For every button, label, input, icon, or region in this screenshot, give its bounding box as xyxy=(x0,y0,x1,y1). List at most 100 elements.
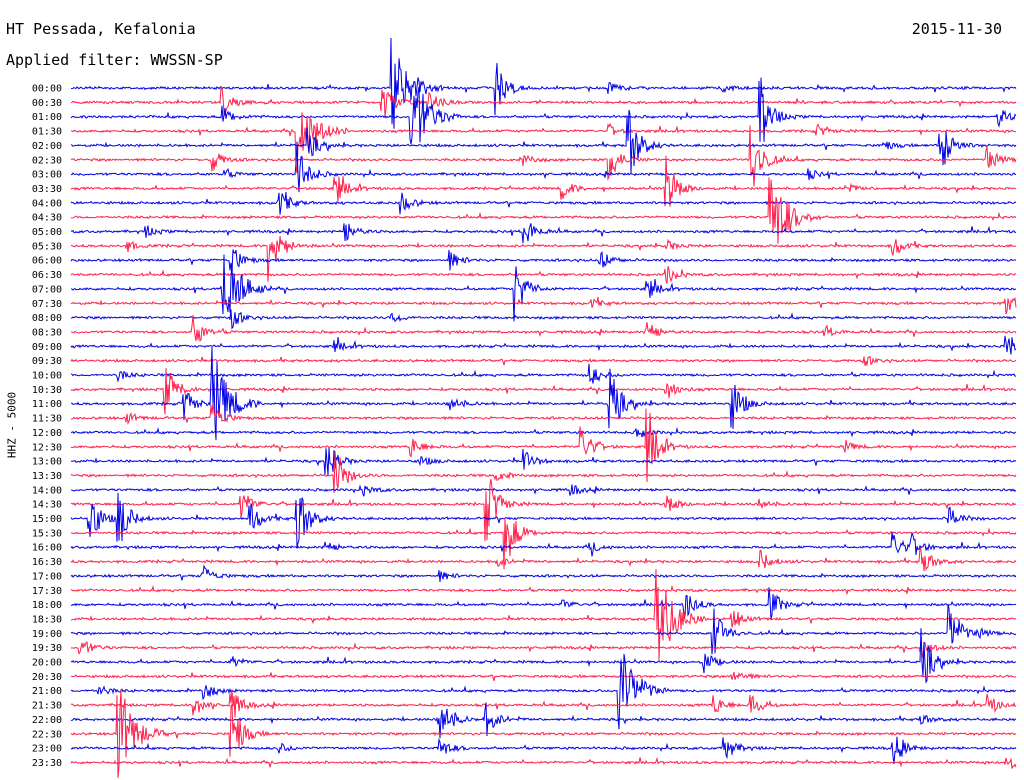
time-tick-labels: 00:00 00:30 01:00 01:30 02:00 02:30 03:00 03:30… xyxy=(32,84,62,769)
time-tick-label: 00:30 xyxy=(32,98,62,109)
time-tick-label: 09:30 xyxy=(32,356,62,367)
trace-line xyxy=(70,584,1017,596)
time-tick-label: 12:30 xyxy=(32,442,62,453)
time-tick-label: 11:00 xyxy=(32,399,62,410)
time-tick-label: 15:30 xyxy=(32,528,62,539)
time-tick-label: 07:30 xyxy=(32,299,62,310)
trace-line xyxy=(70,112,1017,174)
filter-label: Applied filter: WWSSN-SP xyxy=(6,51,223,69)
time-tick-label: 00:00 xyxy=(32,84,62,95)
trace-line xyxy=(70,368,1017,415)
trace-line xyxy=(70,155,1017,207)
trace-line xyxy=(70,296,1017,315)
time-tick-label: 01:00 xyxy=(32,112,62,123)
time-tick-label: 09:00 xyxy=(32,342,62,353)
trace-line xyxy=(70,546,1017,572)
time-tick-label: 06:30 xyxy=(32,270,62,281)
trace-line xyxy=(70,335,1017,355)
time-tick-label: 16:30 xyxy=(32,557,62,568)
trace-line xyxy=(70,254,1017,322)
station-title: HT Pessada, Kefalonia xyxy=(6,20,196,38)
trace-line xyxy=(70,109,1017,174)
trace-line xyxy=(70,564,1017,583)
time-tick-label: 02:30 xyxy=(32,155,62,166)
trace-line xyxy=(70,702,1017,739)
trace-line xyxy=(70,125,1017,187)
time-tick-label: 15:00 xyxy=(32,514,62,525)
trace-line xyxy=(70,736,1017,764)
time-tick-label: 03:00 xyxy=(32,170,62,181)
trace-line xyxy=(70,347,1017,441)
trace-line xyxy=(70,517,1017,570)
trace-line xyxy=(70,628,1017,684)
trace-line xyxy=(70,236,1017,282)
time-tick-label: 22:30 xyxy=(32,729,62,740)
trace-line xyxy=(70,408,1017,483)
time-tick-label: 23:00 xyxy=(32,744,62,755)
time-tick-label: 08:00 xyxy=(32,313,62,324)
time-tick-label: 19:30 xyxy=(32,643,62,654)
trace-line xyxy=(70,569,1017,661)
date-label: 2015-11-30 xyxy=(911,20,1002,38)
time-tick-label: 16:00 xyxy=(32,543,62,554)
time-tick-label: 07:00 xyxy=(32,284,62,295)
time-tick-label: 17:30 xyxy=(32,586,62,597)
trace-line xyxy=(70,640,1017,658)
time-tick-label: 19:00 xyxy=(32,629,62,640)
time-tick-label: 02:00 xyxy=(32,141,62,152)
trace-line xyxy=(70,309,1017,330)
trace-line xyxy=(70,492,1017,548)
trace-line xyxy=(70,604,1017,655)
trace-line xyxy=(70,451,1017,494)
trace-line xyxy=(70,314,1017,342)
trace-line xyxy=(70,531,1017,557)
time-tick-label: 05:30 xyxy=(32,241,62,252)
trace-line xyxy=(70,191,1017,215)
time-tick-label: 23:30 xyxy=(32,758,62,769)
trace-line xyxy=(70,426,1017,438)
time-tick-label: 03:30 xyxy=(32,184,62,195)
time-tick-label: 01:30 xyxy=(32,127,62,138)
time-tick-label: 20:00 xyxy=(32,658,62,669)
trace-line xyxy=(70,448,1017,476)
time-tick-label: 14:30 xyxy=(32,500,62,511)
trace-line xyxy=(70,587,1017,621)
time-tick-label: 10:00 xyxy=(32,371,62,382)
time-tick-label: 08:30 xyxy=(32,327,62,338)
time-tick-label: 18:30 xyxy=(32,614,62,625)
time-tick-label: 05:00 xyxy=(32,227,62,238)
trace-line xyxy=(70,653,1017,730)
trace-line xyxy=(70,77,1017,145)
trace-group xyxy=(70,37,1017,778)
time-tick-label: 06:00 xyxy=(32,256,62,267)
trace-line xyxy=(70,689,1017,778)
trace-line xyxy=(70,177,1017,244)
time-tick-label: 10:30 xyxy=(32,385,62,396)
time-tick-label: 04:00 xyxy=(32,198,62,209)
time-tick-label: 13:00 xyxy=(32,457,62,468)
trace-line xyxy=(70,87,1017,117)
trace-line xyxy=(70,478,1017,542)
trace-line xyxy=(70,363,1017,384)
trace-line xyxy=(70,690,1017,718)
time-tick-label: 13:30 xyxy=(32,471,62,482)
trace-line xyxy=(70,671,1017,681)
time-tick-label: 22:00 xyxy=(32,715,62,726)
trace-line xyxy=(70,756,1017,769)
time-tick-label: 20:30 xyxy=(32,672,62,683)
time-tick-label: 17:00 xyxy=(32,571,62,582)
time-tick-label: 04:30 xyxy=(32,213,62,224)
trace-line xyxy=(70,223,1017,244)
time-tick-label: 11:30 xyxy=(32,414,62,425)
trace-line xyxy=(70,249,1017,272)
time-tick-label: 18:00 xyxy=(32,600,62,611)
trace-line xyxy=(70,484,1017,497)
trace-line xyxy=(70,355,1017,367)
trace-line xyxy=(70,37,1017,129)
time-tick-label: 14:00 xyxy=(32,485,62,496)
time-tick-label: 21:00 xyxy=(32,686,62,697)
time-tick-label: 12:00 xyxy=(32,428,62,439)
trace-line xyxy=(70,141,1017,193)
time-tick-label: 21:30 xyxy=(32,701,62,712)
